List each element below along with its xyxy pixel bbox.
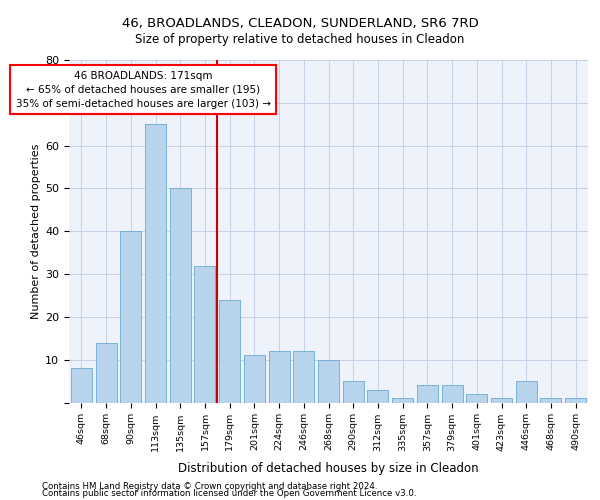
Bar (318, 360, 339, 403)
Bar (491, 398, 512, 402)
Bar (392, 398, 413, 402)
Bar (343, 381, 364, 402)
Bar (194, 266, 215, 402)
Bar (367, 390, 388, 402)
Text: 46, BROADLANDS, CLEADON, SUNDERLAND, SR6 7RD: 46, BROADLANDS, CLEADON, SUNDERLAND, SR6… (122, 18, 478, 30)
Bar (120, 231, 141, 402)
Y-axis label: Number of detached properties: Number of detached properties (31, 144, 41, 319)
Bar (145, 124, 166, 402)
Bar (516, 381, 537, 402)
Bar (244, 356, 265, 403)
Bar (541, 398, 562, 402)
Bar (442, 386, 463, 402)
Bar (565, 398, 586, 402)
X-axis label: Distribution of detached houses by size in Cleadon: Distribution of detached houses by size … (178, 462, 479, 475)
Bar (71, 368, 92, 402)
Text: Size of property relative to detached houses in Cleadon: Size of property relative to detached ho… (136, 32, 464, 46)
Bar (170, 188, 191, 402)
Bar (95, 342, 116, 402)
Text: Contains HM Land Registry data © Crown copyright and database right 2024.: Contains HM Land Registry data © Crown c… (42, 482, 377, 491)
Bar (466, 394, 487, 402)
Text: 46 BROADLANDS: 171sqm
← 65% of detached houses are smaller (195)
35% of semi-det: 46 BROADLANDS: 171sqm ← 65% of detached … (16, 70, 271, 108)
Bar (417, 386, 438, 402)
Bar (269, 351, 290, 403)
Bar (219, 300, 240, 403)
Text: Contains public sector information licensed under the Open Government Licence v3: Contains public sector information licen… (42, 490, 416, 498)
Bar (293, 351, 314, 403)
